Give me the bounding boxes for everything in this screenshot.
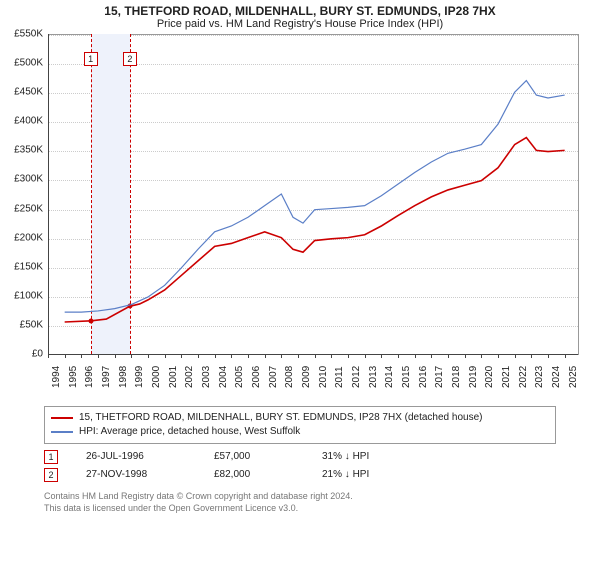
x-tick-label: 2007 — [268, 366, 279, 388]
legend: 15, THETFORD ROAD, MILDENHALL, BURY ST. … — [44, 406, 556, 444]
x-tick-label: 1999 — [134, 366, 145, 388]
x-tick-label: 2020 — [484, 366, 495, 388]
x-tick-label: 2004 — [218, 366, 229, 388]
x-tick-label: 2017 — [434, 366, 445, 388]
series-layer — [0, 34, 580, 356]
x-tick-label: 2006 — [251, 366, 262, 388]
x-tick-label: 1996 — [84, 366, 95, 388]
x-tick-label: 2001 — [168, 366, 179, 388]
transaction-delta: 31% ↓ HPI — [322, 448, 369, 466]
x-tick-label: 1997 — [101, 366, 112, 388]
legend-row: HPI: Average price, detached house, West… — [51, 425, 549, 439]
x-tick-label: 2015 — [401, 366, 412, 388]
x-tick-label: 2021 — [501, 366, 512, 388]
x-tick-label: 1994 — [51, 366, 62, 388]
transaction-marker: 1 — [44, 450, 58, 464]
x-tick-label: 2014 — [384, 366, 395, 388]
legend-swatch — [51, 431, 73, 433]
transaction-table: 1 26-JUL-1996 £57,000 31% ↓ HPI 2 27-NOV-1998… — [44, 448, 556, 484]
x-tick-label: 2003 — [201, 366, 212, 388]
price-chart: £0£50K£100K£150K£200K£250K£300K£350K£400… — [0, 34, 600, 402]
x-tick-label: 2010 — [318, 366, 329, 388]
transaction-date: 27-NOV-1998 — [86, 466, 186, 484]
transaction-date: 26-JUL-1996 — [86, 448, 186, 466]
series-property — [65, 138, 565, 322]
x-tick-label: 2002 — [184, 366, 195, 388]
x-tick-label: 2012 — [351, 366, 362, 388]
x-tick-label: 2013 — [368, 366, 379, 388]
x-tick-label: 2009 — [301, 366, 312, 388]
transaction-delta: 21% ↓ HPI — [322, 466, 369, 484]
x-tick-label: 2005 — [234, 366, 245, 388]
x-tick-label: 2022 — [518, 366, 529, 388]
transaction-row: 2 27-NOV-1998 £82,000 21% ↓ HPI — [44, 466, 556, 484]
x-tick-label: 2000 — [151, 366, 162, 388]
transaction-row: 1 26-JUL-1996 £57,000 31% ↓ HPI — [44, 448, 556, 466]
x-tick-label: 2008 — [284, 366, 295, 388]
x-tick-label: 2018 — [451, 366, 462, 388]
legend-row: 15, THETFORD ROAD, MILDENHALL, BURY ST. … — [51, 411, 549, 425]
transaction-price: £57,000 — [214, 448, 294, 466]
x-tick-label: 2019 — [468, 366, 479, 388]
attribution: Contains HM Land Registry data © Crown c… — [44, 490, 556, 514]
page-title: 15, THETFORD ROAD, MILDENHALL, BURY ST. … — [0, 4, 600, 18]
transaction-marker: 2 — [44, 468, 58, 482]
x-tick-label: 1995 — [68, 366, 79, 388]
attribution-line: This data is licensed under the Open Gov… — [44, 502, 556, 514]
x-tick-label: 2025 — [568, 366, 579, 388]
series-hpi — [65, 81, 565, 313]
x-tick-label: 1998 — [118, 366, 129, 388]
x-tick-label: 2016 — [418, 366, 429, 388]
x-tick-label: 2011 — [334, 366, 345, 388]
page-subtitle: Price paid vs. HM Land Registry's House … — [0, 18, 600, 30]
x-tick-label: 2023 — [534, 366, 545, 388]
legend-swatch — [51, 417, 73, 419]
transaction-price: £82,000 — [214, 466, 294, 484]
attribution-line: Contains HM Land Registry data © Crown c… — [44, 490, 556, 502]
legend-label: 15, THETFORD ROAD, MILDENHALL, BURY ST. … — [79, 411, 482, 425]
legend-label: HPI: Average price, detached house, West… — [79, 425, 300, 439]
x-tick-label: 2024 — [551, 366, 562, 388]
